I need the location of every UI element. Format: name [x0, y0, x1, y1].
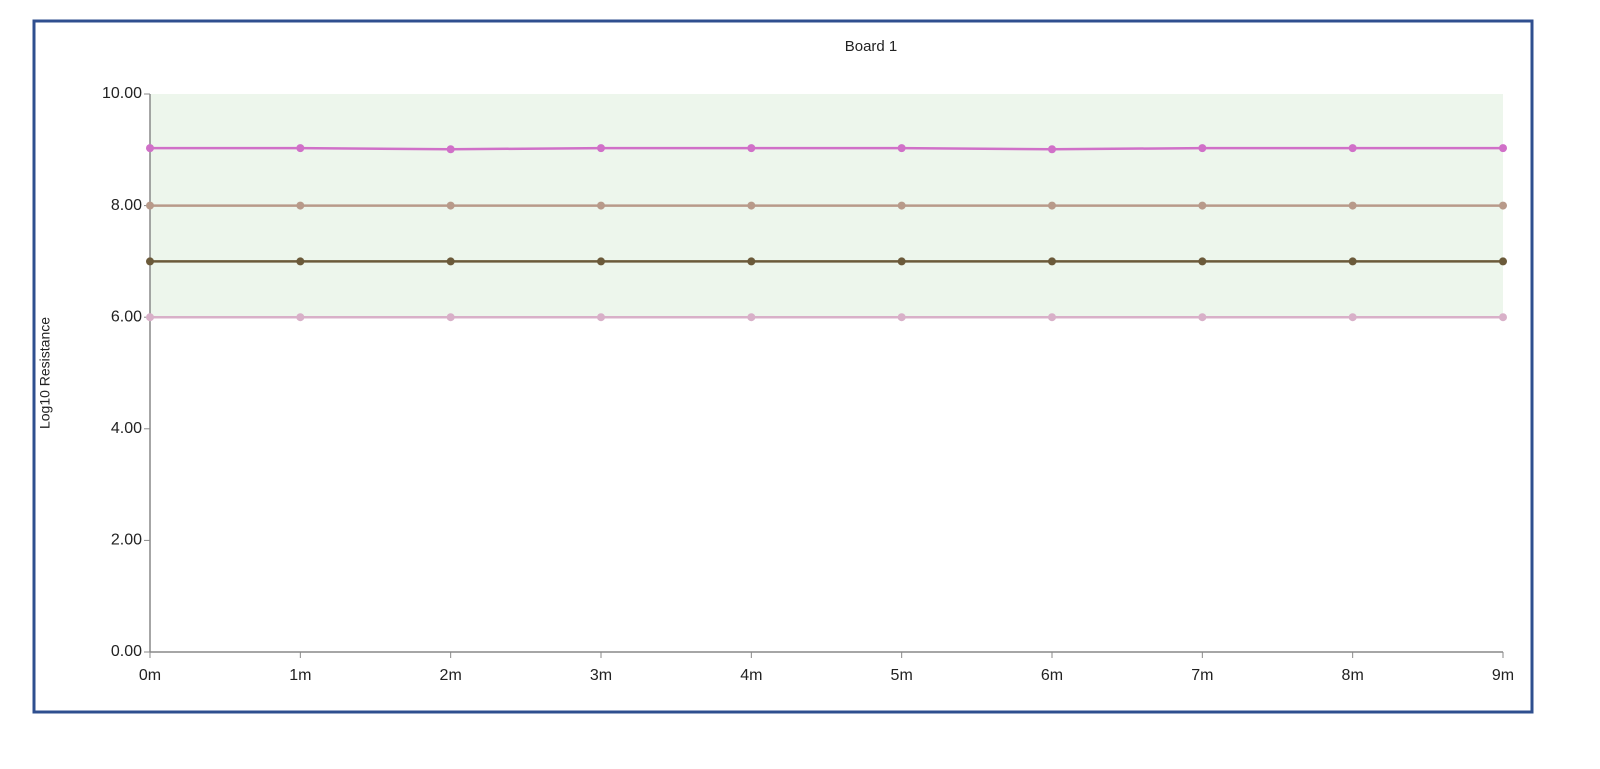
data-point — [1198, 257, 1207, 266]
y-tick-label: 10.00 — [102, 85, 142, 102]
data-point — [446, 257, 455, 266]
data-point — [597, 313, 605, 322]
y-tick-label: 6.00 — [111, 308, 142, 325]
data-point — [146, 144, 154, 153]
data-point — [747, 144, 756, 153]
y-tick-label: 4.00 — [111, 420, 142, 437]
y-tick-label: 0.00 — [111, 643, 142, 660]
y-axis-label: Log10 Resistance — [37, 317, 53, 429]
data-point — [1348, 201, 1357, 210]
x-tick-label: 1m — [289, 667, 311, 684]
x-tick-label: 0m — [139, 667, 161, 684]
data-point — [1348, 257, 1357, 266]
data-point — [597, 201, 605, 210]
data-point — [296, 257, 305, 266]
data-point — [1048, 257, 1056, 266]
data-point — [446, 313, 455, 322]
chart-title: Board 1 — [845, 38, 898, 55]
x-tick-label: 3m — [590, 667, 612, 684]
data-point — [146, 313, 154, 322]
x-tick-label: 2m — [440, 667, 462, 684]
data-point — [296, 201, 305, 210]
data-point — [146, 201, 154, 210]
plot-area: 0.00 2.00 4.00 6.00 8.00 10.00 0m 1m 2m 3m 4m 5m 6m 7… — [102, 85, 1514, 684]
data-point — [1198, 201, 1207, 210]
data-point — [446, 145, 455, 154]
data-point — [747, 201, 756, 210]
data-point — [1198, 144, 1207, 153]
data-point — [897, 313, 906, 322]
data-point — [1048, 313, 1056, 322]
data-point — [1348, 144, 1357, 153]
data-point — [296, 313, 305, 322]
data-point — [1499, 144, 1507, 153]
x-tick-label: 9m — [1492, 667, 1514, 684]
x-tick-label: 8m — [1342, 667, 1364, 684]
data-point — [597, 144, 605, 153]
data-point — [1198, 313, 1207, 322]
data-point — [1499, 201, 1507, 210]
data-point — [146, 257, 154, 266]
data-point — [446, 201, 455, 210]
data-point — [296, 144, 305, 153]
data-point — [1499, 313, 1507, 322]
data-point — [897, 201, 906, 210]
data-point — [897, 144, 906, 153]
data-point — [1499, 257, 1507, 266]
x-tick-label: 7m — [1191, 667, 1213, 684]
data-point — [747, 257, 756, 266]
x-tick-label: 4m — [740, 667, 762, 684]
series-line — [150, 146, 1503, 151]
y-tick-label: 8.00 — [111, 197, 142, 214]
data-point — [1048, 145, 1056, 154]
data-point — [1348, 313, 1357, 322]
y-tick-label: 2.00 — [111, 532, 142, 549]
x-tick-label: 5m — [891, 667, 913, 684]
data-point — [1048, 201, 1056, 210]
x-tick-label: 6m — [1041, 667, 1063, 684]
data-point — [897, 257, 906, 266]
data-point — [597, 257, 605, 266]
data-point — [747, 313, 756, 322]
